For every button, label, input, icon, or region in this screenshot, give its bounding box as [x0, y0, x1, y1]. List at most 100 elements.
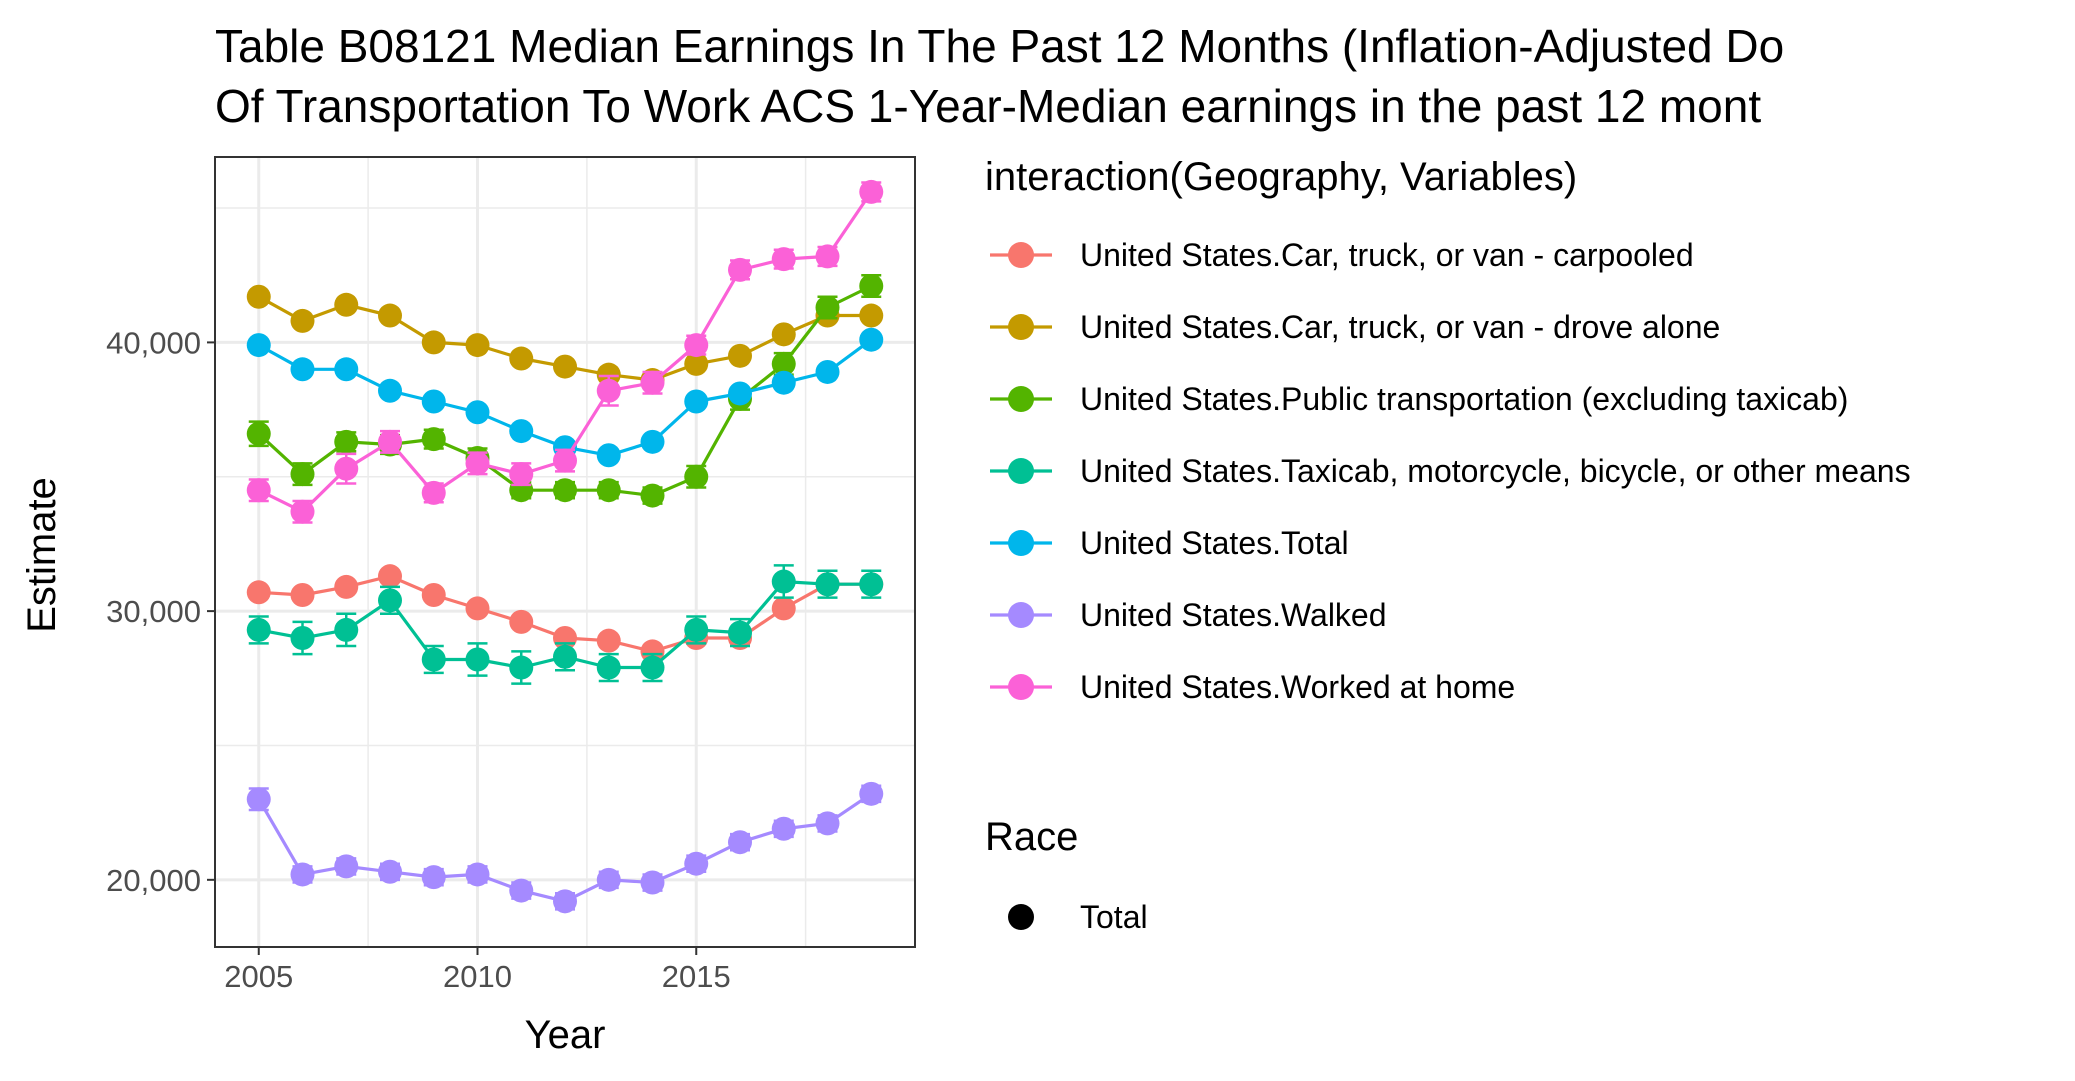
y-tick-label: 20,000 — [106, 863, 201, 898]
plot-panel — [214, 156, 916, 948]
legend-label: United States.Walked — [1080, 597, 1387, 633]
data-point — [509, 655, 534, 680]
data-point — [378, 378, 402, 403]
legend-key-point — [1008, 386, 1034, 412]
data-point — [334, 357, 359, 382]
legend-shape-label: Total — [1080, 899, 1148, 935]
legend-key-point — [1008, 602, 1034, 628]
data-point — [290, 499, 315, 524]
legend-item: United States.Worked at home — [990, 669, 1515, 705]
data-point — [246, 421, 271, 446]
data-point — [859, 179, 884, 204]
data-point — [290, 582, 315, 607]
data-point — [509, 878, 534, 903]
data-point — [553, 448, 577, 473]
x-tick-label: 2015 — [662, 959, 731, 994]
data-point — [553, 478, 577, 503]
data-point — [421, 582, 446, 607]
data-point — [640, 429, 665, 454]
data-point — [859, 303, 884, 328]
legend: interaction(Geography, Variables) United… — [985, 155, 1911, 935]
data-point — [684, 617, 709, 642]
chart-title-line-2: Of Transportation To Work ACS 1-Year-Med… — [215, 80, 1761, 132]
data-point — [290, 625, 315, 650]
data-point — [771, 322, 796, 347]
series-6 — [246, 781, 884, 914]
data-point — [596, 443, 621, 468]
legend-key-point — [1008, 242, 1034, 268]
x-tick-label: 2005 — [224, 959, 293, 994]
legend-label: United States.Car, truck, or van - carpo… — [1080, 237, 1694, 273]
data-point — [465, 333, 490, 358]
data-point — [290, 462, 315, 487]
data-point — [815, 295, 840, 320]
data-point — [859, 781, 884, 806]
panel-background — [215, 157, 915, 947]
data-point — [465, 862, 490, 887]
legend-key-point — [1008, 314, 1034, 340]
data-point — [421, 427, 446, 452]
series-3 — [246, 273, 884, 508]
data-point — [246, 284, 271, 309]
data-point — [553, 644, 577, 669]
data-point — [728, 257, 752, 282]
data-point — [640, 655, 665, 680]
data-point — [728, 343, 752, 368]
data-point — [421, 865, 446, 890]
data-point — [640, 483, 665, 508]
data-point — [378, 564, 402, 589]
data-point — [246, 787, 271, 812]
data-point — [246, 580, 271, 605]
data-point — [728, 381, 752, 406]
data-point — [640, 370, 665, 395]
data-point — [465, 596, 490, 621]
data-point — [596, 378, 621, 403]
data-point — [771, 596, 796, 621]
series-7 — [246, 179, 884, 524]
legend-key-point — [1008, 530, 1034, 556]
data-point — [378, 429, 402, 454]
data-point — [334, 854, 359, 879]
data-point — [728, 830, 752, 855]
y-tick-label: 30,000 — [106, 594, 201, 629]
legend-label: United States.Public transportation (exc… — [1080, 381, 1848, 417]
data-point — [684, 851, 709, 876]
data-point — [334, 429, 359, 454]
data-point — [596, 655, 621, 680]
data-point — [771, 370, 796, 395]
data-point — [509, 346, 534, 371]
legend-shape-title: Race — [985, 815, 1078, 859]
legend-items: United States.Car, truck, or van - carpo… — [990, 237, 1911, 705]
series-5 — [246, 327, 884, 468]
data-point — [596, 867, 621, 892]
data-point — [334, 617, 359, 642]
data-point — [465, 647, 490, 672]
data-point — [859, 327, 884, 352]
legend-shape-point — [1008, 904, 1034, 930]
data-point — [771, 569, 796, 594]
data-point — [815, 572, 840, 597]
legend-label: United States.Total — [1080, 525, 1349, 561]
data-point — [246, 478, 271, 503]
data-point — [815, 359, 840, 384]
data-point — [334, 574, 359, 599]
data-point — [465, 400, 490, 425]
legend-label: United States.Car, truck, or van - drove… — [1080, 309, 1720, 345]
data-point — [815, 811, 840, 836]
y-axis-title: Estimate — [20, 477, 64, 633]
data-point — [553, 889, 577, 914]
data-point — [421, 330, 446, 355]
data-point — [771, 247, 796, 272]
data-point — [771, 351, 796, 376]
chart-title-line-1: Table B08121 Median Earnings In The Past… — [215, 20, 1784, 72]
y-axis: 20,000 30,000 40,000 — [106, 325, 215, 898]
data-point — [596, 628, 621, 653]
data-point — [378, 588, 402, 613]
data-point — [290, 357, 315, 382]
data-point — [509, 609, 534, 634]
data-point — [771, 816, 796, 841]
series-4 — [246, 564, 884, 685]
data-point — [290, 862, 315, 887]
legend-shape-items: Total — [1008, 899, 1148, 935]
data-point — [684, 333, 709, 358]
